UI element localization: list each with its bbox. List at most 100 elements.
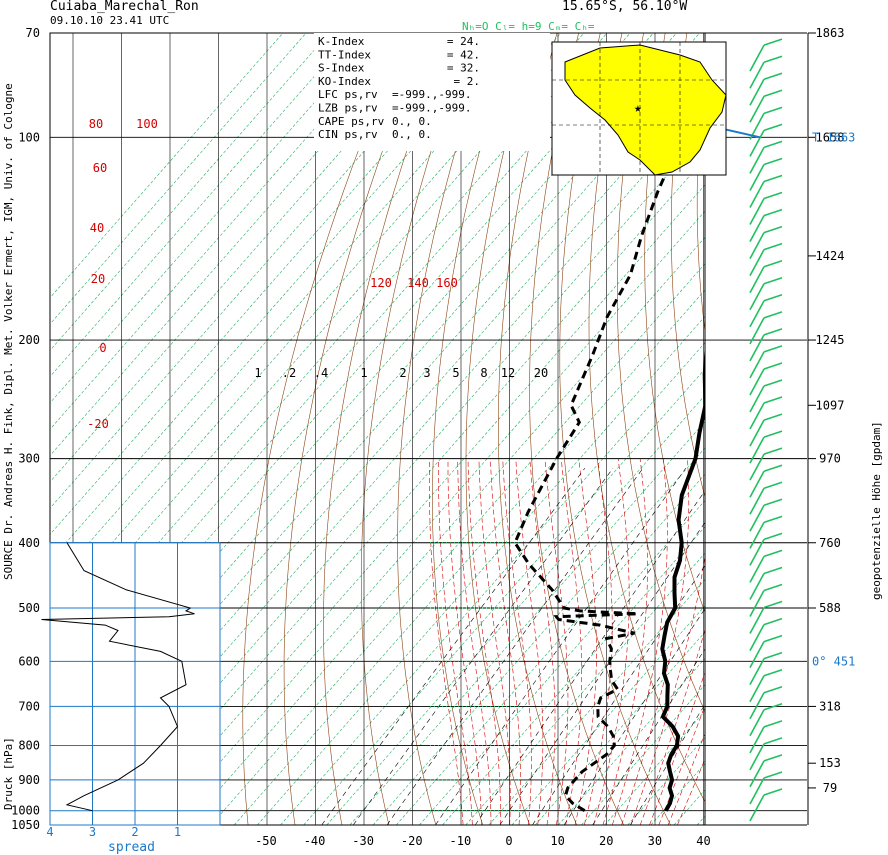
moist-adiabat	[560, 458, 582, 825]
wind-barb-flag	[763, 754, 783, 762]
height-axis-label: geopotenzielle Höhe [gpdam]	[870, 421, 883, 600]
wind-barb	[749, 641, 765, 669]
wind-barb-flag	[763, 38, 783, 46]
wind-barb-flag	[763, 788, 783, 796]
source-label: SOURCE Dr. Andreas H. Fink, Dipl. Met. V…	[2, 83, 15, 580]
green-guide-line	[50, 33, 631, 693]
moist-adiabat	[621, 458, 690, 825]
height-tick-label: 760	[819, 536, 841, 550]
wind-barb-flag	[763, 140, 783, 149]
mixing-ratio-label: .2	[282, 366, 296, 380]
wind-barb	[749, 760, 765, 788]
wind-barb	[749, 470, 765, 498]
moist-adiabat	[529, 458, 556, 825]
index-name: K-Index	[318, 35, 365, 48]
wind-barb	[749, 385, 765, 413]
mixing-ratio-label: 2	[399, 366, 406, 380]
height-tick-label: 588	[819, 601, 841, 615]
wind-barb-flag	[763, 396, 783, 404]
green-guide-line	[233, 289, 705, 825]
temp-tick-label: 30	[648, 834, 662, 848]
datetime-label: 09.10.10 23.41 UTC	[50, 14, 169, 27]
moist-adiabat	[667, 732, 705, 825]
wind-barb-flag	[763, 259, 783, 268]
wind-barb	[749, 249, 765, 277]
wind-barb	[749, 198, 765, 225]
index-name: CAPE ps,rv	[318, 115, 385, 128]
wind-barb-flag	[763, 720, 783, 728]
druck-label: Druck [hPa]	[2, 737, 15, 810]
moist-adiabat	[639, 628, 705, 825]
moist-adiabat	[429, 458, 464, 825]
wind-barb	[749, 419, 765, 447]
wind-barb-flag	[763, 106, 783, 115]
wind-barb	[749, 607, 765, 634]
dry-adiabat	[242, 33, 406, 825]
wind-barb-flag	[763, 583, 783, 592]
moist-adiabat	[630, 553, 705, 825]
moist-adiabat-label: 140	[407, 276, 429, 290]
wind-barb-flag	[763, 362, 783, 370]
mixing-ratio-line	[352, 468, 614, 825]
wind-barb-flag	[763, 651, 783, 660]
wind-barb-flag	[763, 191, 783, 200]
dry-adiabat	[559, 33, 671, 825]
mixing-ratio-label: 8	[480, 366, 487, 380]
wind-barb-flag	[763, 771, 783, 779]
pressure-tick-label: 700	[18, 699, 40, 713]
wind-barb	[749, 266, 765, 294]
wind-barb-flag	[763, 549, 783, 558]
green-guide-line	[257, 315, 705, 825]
wind-barb-flag	[763, 685, 783, 694]
green-guide-line	[558, 657, 705, 825]
dry-adiabat	[644, 33, 705, 614]
station-star-icon: ★	[634, 101, 642, 116]
dry-adiabat	[588, 33, 705, 803]
index-value: = 42.	[447, 48, 480, 61]
moist-adiabat	[584, 458, 613, 825]
mixing-ratio-label: 5	[452, 366, 459, 380]
wind-barb	[749, 709, 765, 737]
green-guide-line	[396, 473, 705, 825]
temp-tick-label: -20	[401, 834, 423, 848]
mixing-ratio-label: 1	[254, 366, 261, 380]
index-value: =-999.,-999.	[392, 102, 471, 115]
wind-barb	[749, 504, 765, 532]
wind-barb	[749, 726, 765, 754]
wind-barb-flag	[763, 208, 783, 217]
moist-adiabat	[544, 458, 569, 825]
moist-adiabat	[612, 458, 668, 825]
station-title: Cuiaba_Marechal_Ron	[50, 0, 199, 14]
wind-barb	[749, 743, 765, 771]
height-tick-label: 153	[819, 756, 841, 770]
mixing-ratio-label: 12	[501, 366, 515, 380]
wind-barb	[749, 794, 765, 822]
dry-adiabat	[323, 33, 450, 825]
pressure-tick-label: 400	[18, 536, 40, 550]
mixing-ratio-line	[386, 468, 644, 825]
index-value: = 32.	[447, 62, 480, 75]
moist-adiabat	[438, 458, 473, 825]
green-guide-line	[326, 394, 705, 825]
dry-adiabat-label: 0	[99, 341, 106, 355]
wind-barb	[749, 164, 765, 191]
wind-barb	[749, 487, 765, 515]
wind-barb-flag	[763, 276, 783, 285]
height-tick-label: 970	[819, 452, 841, 466]
wind-barb	[749, 78, 765, 106]
pressure-tick-label: 500	[18, 601, 40, 615]
green-guide-line	[488, 578, 705, 825]
green-guide-line	[210, 263, 705, 825]
index-name: LFC ps,rv	[318, 88, 378, 101]
wind-barb-flag	[763, 498, 783, 507]
pressure-tick-label: 600	[18, 654, 40, 668]
wind-barb-flag	[763, 413, 783, 421]
spread-tick-label: 2	[131, 825, 138, 839]
dry-adiabat	[529, 33, 624, 825]
wind-barb-flag	[763, 294, 783, 302]
dry-adiabat-label: 40	[90, 221, 104, 235]
moist-adiabat	[478, 458, 511, 825]
index-name: TT-Index	[318, 48, 371, 61]
wind-barb-flag	[763, 464, 783, 472]
